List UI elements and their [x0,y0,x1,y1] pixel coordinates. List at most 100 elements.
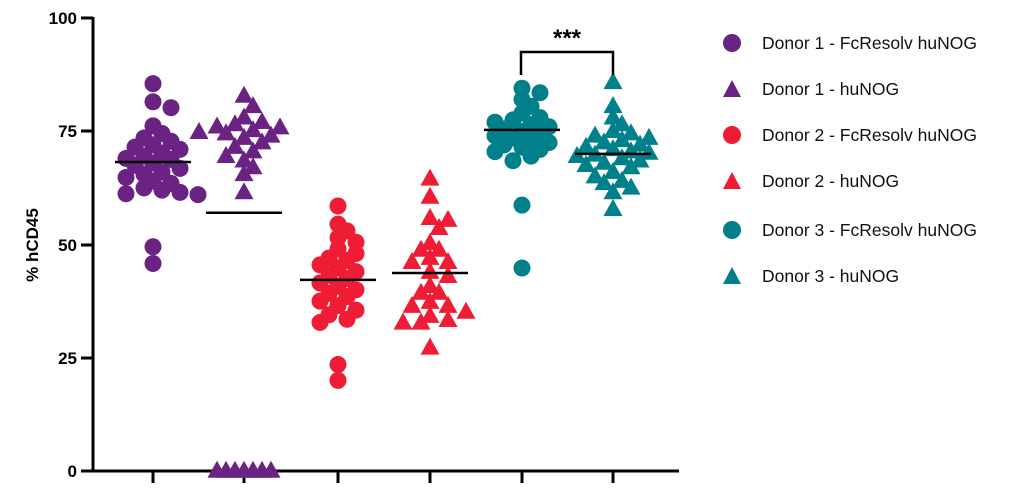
data-point-triangle [411,282,431,300]
data-point-triangle [612,130,632,148]
data-point-triangle [420,168,440,186]
significance-label: *** [553,25,582,52]
data-point-circle [171,183,189,201]
data-point-triangle [420,186,440,204]
data-point-triangle [420,232,440,250]
data-point-triangle [243,120,263,138]
legend-item-donor1-fcresolv: Donor 1 - FcResolv huNOG [722,20,1022,66]
legend-label: Donor 1 - huNOG [762,78,900,99]
data-point-circle [486,143,504,161]
data-point-circle [153,181,171,199]
data-point-triangle [420,337,440,355]
legend-item-donor1-hunog: Donor 1 - huNOG [722,66,1022,112]
data-point-triangle [429,239,449,257]
data-point-triangle [639,127,659,145]
x-axis [92,469,679,483]
data-point-circle [311,313,329,331]
data-point-triangle [438,209,458,227]
data-points [117,72,659,478]
data-point-circle [144,255,162,273]
data-point-circle [117,168,135,186]
data-point-triangle [252,111,272,129]
data-point-triangle [411,239,431,257]
y-tick-label-75: 75 [58,122,77,141]
data-point-triangle [429,217,449,235]
y-tick-label-100: 100 [49,9,77,28]
data-point-circle [144,93,162,111]
data-point-circle [189,186,207,204]
data-point-triangle [402,295,422,313]
significance-bracket: *** [519,25,615,75]
data-point-circle [135,179,153,197]
data-point-triangle [438,266,458,284]
data-point-triangle [576,136,596,154]
data-point-triangle [261,460,281,478]
y-tick-label-50: 50 [58,236,77,255]
data-point-circle [531,84,549,102]
triangle-marker-icon [722,171,742,191]
data-point-triangle [420,208,440,226]
data-point-triangle [438,295,458,313]
y-tick-label-25: 25 [58,349,77,368]
legend-label: Donor 2 - FcResolv huNOG [762,124,977,145]
data-point-triangle [438,251,458,269]
data-point-triangle [603,107,623,125]
data-point-triangle [243,157,263,175]
circle-marker-icon [722,220,742,240]
data-point-triangle [603,139,623,157]
legend-label: Donor 2 - huNOG [762,170,900,191]
legend-label: Donor 3 - FcResolv huNOG [762,219,977,240]
data-point-circle [338,310,356,328]
data-point-triangle [234,164,254,182]
data-point-triangle [420,247,440,265]
data-point-triangle [234,150,254,168]
data-point-triangle [630,150,650,168]
data-point-circle [144,75,162,93]
y-axis: 100 75 50 25 0 % hCD45 [23,9,95,481]
data-point-triangle [393,312,413,330]
circle-marker-icon [722,125,742,145]
data-point-triangle [207,460,227,478]
data-point-triangle [585,125,605,143]
data-point-triangle [576,155,596,173]
data-point-triangle [234,107,254,125]
legend-item-donor3-hunog: Donor 3 - huNOG [722,253,1022,299]
data-point-triangle [603,161,623,179]
data-point-triangle [594,132,614,150]
data-point-circle [311,292,329,310]
circle-marker-icon [722,33,742,53]
data-point-triangle [243,96,263,114]
triangle-marker-icon [722,266,742,286]
data-point-triangle [603,72,623,90]
data-point-triangle [234,85,254,103]
data-point-triangle [438,309,458,327]
legend: Donor 1 - FcResolv huNOG Donor 1 - huNOG… [722,20,1022,299]
data-point-triangle [261,125,281,143]
data-point-triangle [585,166,605,184]
data-point-triangle [207,116,227,134]
data-point-triangle [420,261,440,279]
legend-item-donor3-fcresolv: Donor 3 - FcResolv huNOG [722,207,1022,253]
data-point-circle [144,238,162,256]
data-point-triangle [603,182,623,200]
data-point-triangle [603,198,623,216]
data-point-circle [329,356,347,374]
data-point-circle [522,147,540,165]
data-point-triangle [612,148,632,166]
triangle-marker-icon [722,79,742,99]
data-point-triangle [234,127,254,145]
y-axis-title: % hCD45 [23,208,42,282]
data-point-triangle [621,123,641,141]
data-point-triangle [603,121,623,139]
data-point-triangle [594,173,614,191]
mean-lines [115,128,651,282]
data-point-circle [162,99,180,117]
data-point-triangle [270,117,290,135]
data-point-triangle [456,301,476,319]
data-point-triangle [243,141,263,159]
legend-item-donor2-hunog: Donor 2 - huNOG [722,158,1022,204]
data-point-circle [504,152,522,170]
data-point-triangle [420,305,440,323]
data-point-triangle [252,132,272,150]
